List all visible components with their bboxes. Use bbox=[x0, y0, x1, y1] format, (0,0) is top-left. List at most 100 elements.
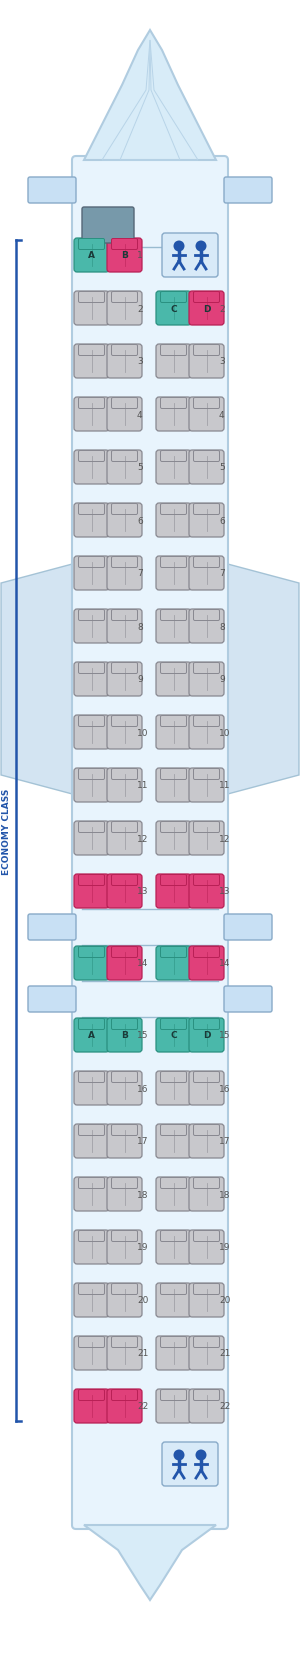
Circle shape bbox=[196, 1450, 206, 1461]
FancyBboxPatch shape bbox=[194, 293, 220, 303]
FancyBboxPatch shape bbox=[189, 1230, 224, 1264]
FancyBboxPatch shape bbox=[79, 1337, 104, 1347]
Text: 16: 16 bbox=[219, 1084, 230, 1092]
FancyBboxPatch shape bbox=[112, 875, 137, 885]
FancyBboxPatch shape bbox=[107, 450, 142, 485]
FancyBboxPatch shape bbox=[156, 1336, 191, 1370]
Text: 5: 5 bbox=[137, 463, 143, 472]
FancyBboxPatch shape bbox=[107, 1230, 142, 1264]
Text: 16: 16 bbox=[137, 1084, 148, 1092]
FancyBboxPatch shape bbox=[160, 558, 187, 568]
FancyBboxPatch shape bbox=[156, 874, 191, 909]
FancyBboxPatch shape bbox=[112, 1337, 137, 1347]
FancyBboxPatch shape bbox=[156, 556, 191, 591]
FancyBboxPatch shape bbox=[224, 915, 272, 940]
Text: 9: 9 bbox=[137, 675, 143, 684]
FancyBboxPatch shape bbox=[112, 399, 137, 409]
Circle shape bbox=[173, 1450, 184, 1461]
FancyBboxPatch shape bbox=[112, 1390, 137, 1400]
FancyBboxPatch shape bbox=[194, 452, 220, 462]
FancyBboxPatch shape bbox=[74, 821, 109, 856]
FancyBboxPatch shape bbox=[189, 821, 224, 856]
FancyBboxPatch shape bbox=[162, 233, 218, 278]
Text: 3: 3 bbox=[219, 357, 225, 366]
FancyBboxPatch shape bbox=[160, 770, 187, 780]
FancyBboxPatch shape bbox=[160, 611, 187, 621]
Text: 20: 20 bbox=[219, 1296, 230, 1304]
FancyBboxPatch shape bbox=[107, 556, 142, 591]
FancyBboxPatch shape bbox=[74, 238, 109, 273]
FancyBboxPatch shape bbox=[224, 177, 272, 204]
FancyBboxPatch shape bbox=[160, 1284, 187, 1294]
FancyBboxPatch shape bbox=[156, 344, 191, 379]
FancyBboxPatch shape bbox=[189, 662, 224, 697]
Text: 18: 18 bbox=[137, 1190, 148, 1198]
FancyBboxPatch shape bbox=[107, 238, 142, 273]
FancyBboxPatch shape bbox=[107, 609, 142, 644]
Text: 19: 19 bbox=[137, 1243, 148, 1251]
Text: 7: 7 bbox=[219, 569, 225, 578]
FancyBboxPatch shape bbox=[107, 1018, 142, 1053]
Text: 6: 6 bbox=[219, 516, 225, 525]
FancyBboxPatch shape bbox=[74, 947, 109, 980]
FancyBboxPatch shape bbox=[107, 947, 142, 980]
FancyBboxPatch shape bbox=[194, 1231, 220, 1241]
FancyBboxPatch shape bbox=[79, 1231, 104, 1241]
FancyBboxPatch shape bbox=[79, 611, 104, 621]
Text: 22: 22 bbox=[137, 1402, 148, 1410]
FancyBboxPatch shape bbox=[160, 346, 187, 356]
FancyBboxPatch shape bbox=[79, 293, 104, 303]
FancyBboxPatch shape bbox=[79, 947, 104, 958]
FancyBboxPatch shape bbox=[156, 503, 191, 538]
FancyBboxPatch shape bbox=[112, 717, 137, 727]
FancyBboxPatch shape bbox=[194, 1125, 220, 1135]
Text: 11: 11 bbox=[137, 781, 148, 789]
FancyBboxPatch shape bbox=[160, 1019, 187, 1029]
FancyBboxPatch shape bbox=[160, 399, 187, 409]
FancyBboxPatch shape bbox=[194, 505, 220, 515]
FancyBboxPatch shape bbox=[74, 1018, 109, 1053]
FancyBboxPatch shape bbox=[189, 609, 224, 644]
FancyBboxPatch shape bbox=[162, 1442, 218, 1486]
FancyBboxPatch shape bbox=[74, 768, 109, 803]
FancyBboxPatch shape bbox=[156, 397, 191, 432]
FancyBboxPatch shape bbox=[74, 450, 109, 485]
FancyBboxPatch shape bbox=[112, 558, 137, 568]
Text: 2: 2 bbox=[219, 305, 225, 313]
FancyBboxPatch shape bbox=[107, 662, 142, 697]
FancyBboxPatch shape bbox=[160, 875, 187, 885]
Text: 17: 17 bbox=[137, 1137, 148, 1145]
FancyBboxPatch shape bbox=[74, 1177, 109, 1211]
FancyBboxPatch shape bbox=[189, 450, 224, 485]
FancyBboxPatch shape bbox=[79, 875, 104, 885]
FancyBboxPatch shape bbox=[194, 558, 220, 568]
FancyBboxPatch shape bbox=[160, 664, 187, 674]
Text: B: B bbox=[121, 1031, 128, 1039]
Text: A: A bbox=[88, 252, 95, 260]
Text: 22: 22 bbox=[219, 1402, 230, 1410]
Text: 14: 14 bbox=[137, 958, 148, 968]
FancyBboxPatch shape bbox=[194, 664, 220, 674]
FancyBboxPatch shape bbox=[156, 450, 191, 485]
FancyBboxPatch shape bbox=[160, 1072, 187, 1082]
FancyBboxPatch shape bbox=[194, 823, 220, 832]
FancyBboxPatch shape bbox=[79, 505, 104, 515]
FancyBboxPatch shape bbox=[194, 1284, 220, 1294]
FancyBboxPatch shape bbox=[107, 874, 142, 909]
FancyBboxPatch shape bbox=[156, 1018, 191, 1053]
FancyBboxPatch shape bbox=[74, 1283, 109, 1317]
FancyBboxPatch shape bbox=[79, 1390, 104, 1400]
Text: D: D bbox=[203, 1031, 210, 1039]
FancyBboxPatch shape bbox=[160, 1231, 187, 1241]
Circle shape bbox=[173, 242, 184, 252]
FancyBboxPatch shape bbox=[72, 157, 228, 1529]
FancyBboxPatch shape bbox=[189, 1124, 224, 1158]
Text: B: B bbox=[121, 252, 128, 260]
FancyBboxPatch shape bbox=[112, 1231, 137, 1241]
FancyBboxPatch shape bbox=[112, 1072, 137, 1082]
FancyBboxPatch shape bbox=[107, 768, 142, 803]
Text: 5: 5 bbox=[219, 463, 225, 472]
Circle shape bbox=[196, 242, 206, 252]
FancyBboxPatch shape bbox=[107, 1177, 142, 1211]
FancyBboxPatch shape bbox=[28, 177, 76, 204]
